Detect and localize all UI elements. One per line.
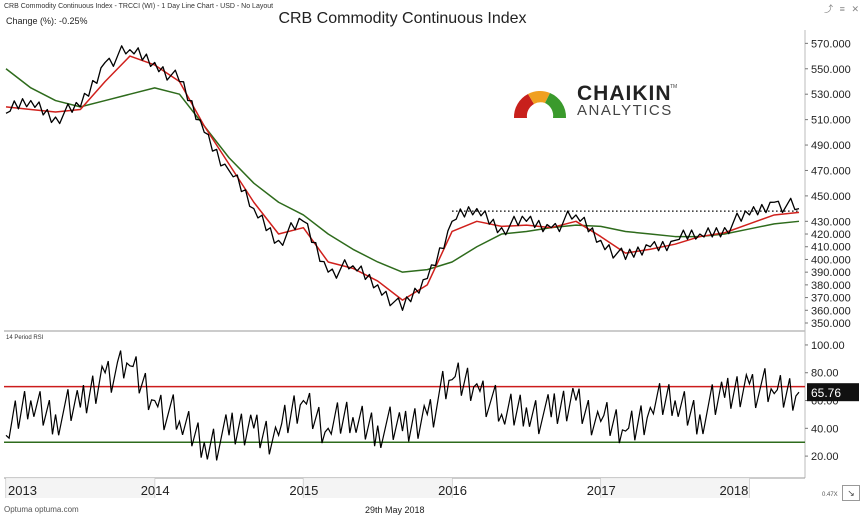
optuma-brand: Optuma optuma.com bbox=[4, 505, 79, 514]
rsi-tick-label: 100.00 bbox=[811, 340, 845, 352]
price-tick-label: 360.000 bbox=[811, 305, 851, 317]
change-percent: Change (%): -0.25% bbox=[6, 16, 88, 26]
price-tick-label: 550.000 bbox=[811, 64, 851, 76]
logo-tm: TM bbox=[670, 84, 678, 90]
price-tick-label: 380.000 bbox=[811, 280, 851, 292]
price-tick-label: 410.000 bbox=[811, 242, 851, 254]
rsi-last-value-box bbox=[807, 383, 859, 402]
rsi-series-line bbox=[5, 350, 800, 461]
chart-title: CRB Commodity Continuous Index bbox=[278, 10, 527, 27]
date-axis-band bbox=[303, 478, 453, 498]
price-tick-label: 350.000 bbox=[811, 318, 851, 330]
rsi-tick-label: 20.00 bbox=[811, 451, 839, 463]
footer-date: 29th May 2018 bbox=[365, 505, 425, 515]
chaikin-logo: CHAIKIN TM ANALYTICS bbox=[510, 82, 680, 122]
rsi-tick-label: 80.00 bbox=[811, 368, 839, 380]
rsi-tick-label: 40.00 bbox=[811, 423, 839, 435]
year-label: 2016 bbox=[438, 483, 467, 498]
price-tick-label: 570.000 bbox=[811, 38, 851, 50]
price-tick-label: 430.000 bbox=[811, 216, 851, 228]
chart-info: CRB Commodity Continuous Index - TRCCI (… bbox=[4, 3, 274, 10]
price-series-line bbox=[5, 45, 800, 311]
logo-word-1: CHAIKIN bbox=[577, 82, 672, 105]
price-tick-label: 420.000 bbox=[811, 229, 851, 241]
long-ma-line bbox=[5, 68, 800, 273]
price-tick-label: 450.000 bbox=[811, 191, 851, 203]
rsi-last-value: 65.76 bbox=[811, 386, 841, 400]
year-label: 2018 bbox=[719, 483, 748, 498]
close-icon[interactable]: ✕ bbox=[851, 4, 859, 14]
price-tick-label: 390.000 bbox=[811, 267, 851, 279]
toolbar: ⤴ ≡ ✕ bbox=[820, 2, 859, 15]
date-axis-band bbox=[6, 478, 155, 498]
year-label: 2017 bbox=[587, 483, 616, 498]
price-tick-label: 490.000 bbox=[811, 140, 851, 152]
logo-word-2: ANALYTICS bbox=[577, 102, 673, 119]
rsi-panel-title: 14 Period RSI bbox=[6, 335, 44, 341]
gauge-icon bbox=[513, 91, 567, 118]
price-tick-label: 530.000 bbox=[811, 89, 851, 101]
zoom-readout: 0.47X bbox=[822, 492, 838, 498]
price-tick-label: 400.000 bbox=[811, 254, 851, 266]
year-label: 2013 bbox=[8, 483, 37, 498]
date-axis-band bbox=[600, 478, 750, 498]
price-tick-label: 510.000 bbox=[811, 115, 851, 127]
year-label: 2014 bbox=[141, 483, 170, 498]
menu-icon[interactable]: ≡ bbox=[839, 4, 845, 14]
short-ma-line bbox=[5, 55, 800, 301]
price-tick-label: 470.000 bbox=[811, 165, 851, 177]
resize-corner-icon[interactable]: ↘ bbox=[842, 485, 860, 501]
price-tick-label: 370.000 bbox=[811, 293, 851, 305]
share-icon[interactable]: ⤴ bbox=[824, 4, 834, 14]
year-label: 2015 bbox=[289, 483, 318, 498]
